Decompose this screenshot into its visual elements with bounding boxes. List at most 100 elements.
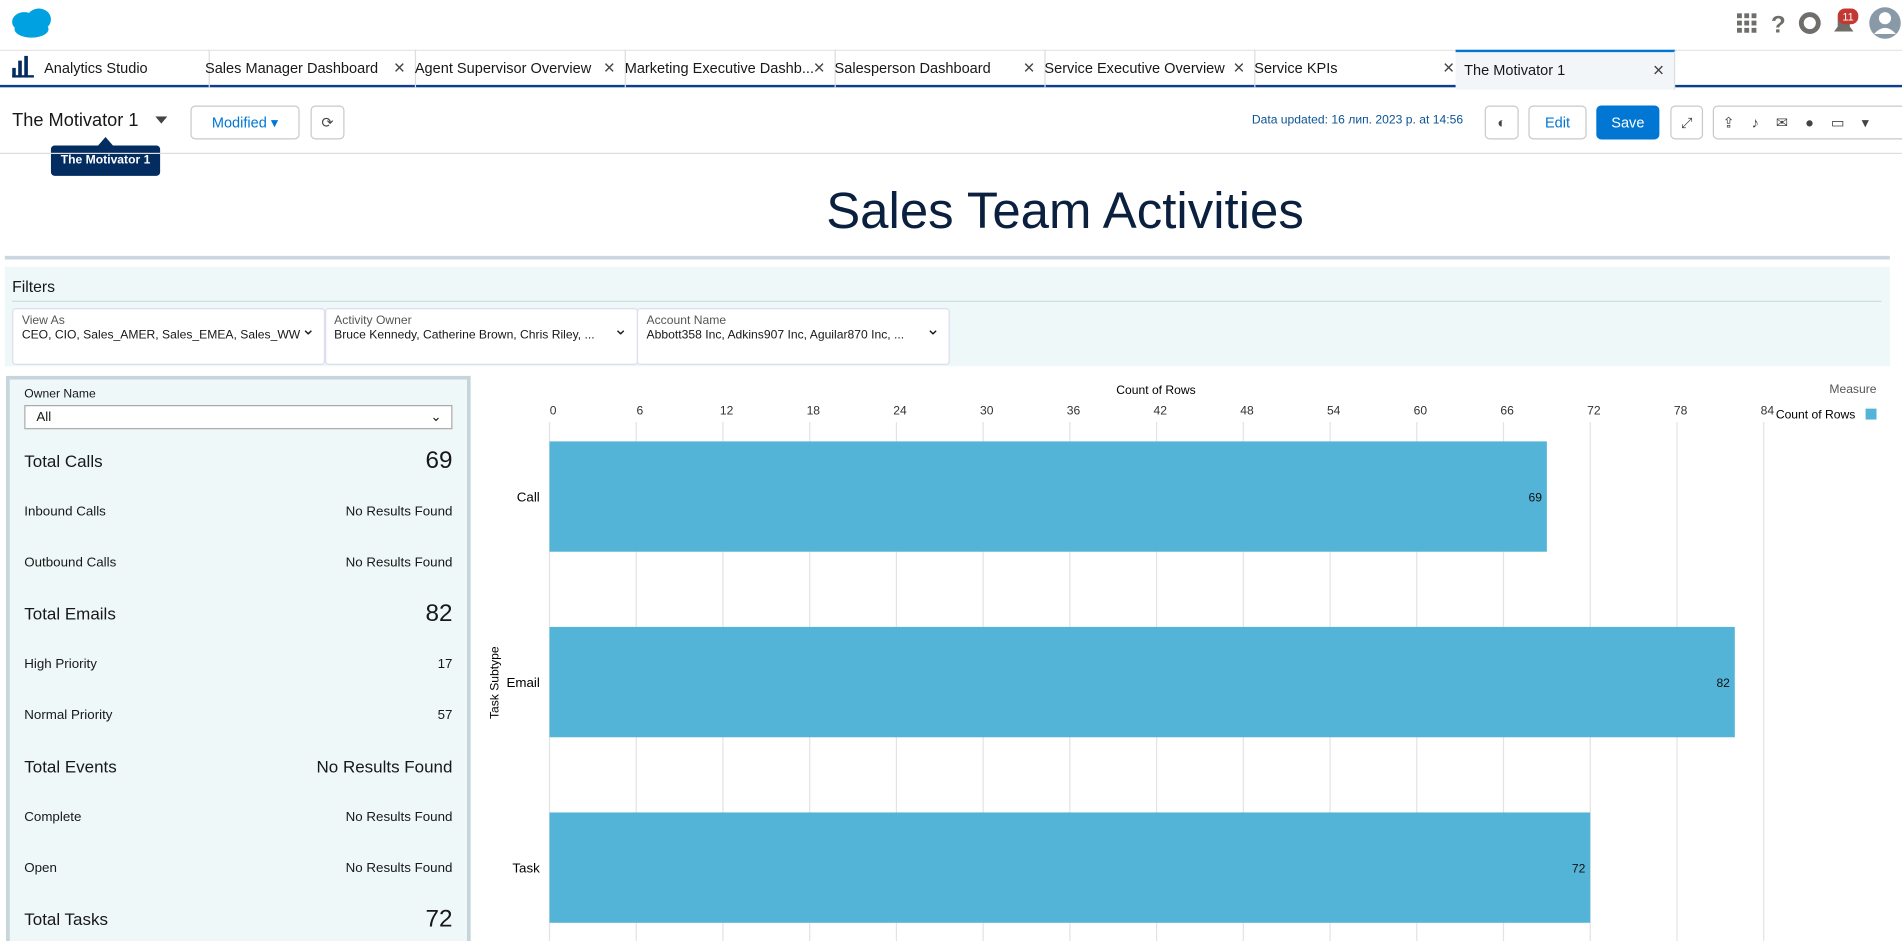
tab-label: Service Executive Overview [1044, 59, 1225, 77]
edit-text: Edit [1544, 113, 1571, 131]
close-tab[interactable]: × [393, 58, 406, 79]
x-tick-label: 6 [636, 404, 643, 418]
tab[interactable]: Marketing Executive Dashb... × [616, 49, 836, 88]
status-menu[interactable]: Modified ▾ [190, 105, 300, 140]
app-launcher[interactable] [1737, 13, 1757, 33]
tab-label: Agent Supervisor Overview [414, 59, 592, 77]
x-tick-label: 24 [893, 404, 907, 418]
tooltip: The Motivator 1 [50, 145, 161, 176]
tab-label: Sales Manager Dashboard [204, 59, 379, 77]
metric-row: Total Events No Results Found [24, 741, 452, 792]
fullscreen-button[interactable]: ⤢ [1670, 105, 1704, 140]
metric-row: Total Tasks 72 [24, 894, 452, 941]
filter-value: Abbott358 Inc, Adkins907 Inc, Aguilar870… [646, 328, 905, 342]
title-rule [4, 255, 1890, 260]
close-tab[interactable]: × [813, 58, 825, 79]
data-label: 69 [1529, 490, 1543, 504]
metric-row: Total Calls 69 [24, 435, 452, 486]
y-tick-label: Email [506, 675, 539, 690]
x-axis-title: Count of Rows [1116, 383, 1195, 397]
owner-select[interactable]: All ⌄ [24, 405, 453, 430]
x-tick-label: 48 [1240, 404, 1254, 418]
tab[interactable]: Agent Supervisor Overview × [406, 49, 626, 88]
metric-label: Complete [24, 810, 82, 825]
settings-icon[interactable] [1798, 12, 1821, 34]
metric-row: Normal Priority 57 [24, 690, 452, 741]
close-tab[interactable]: × [1233, 58, 1245, 79]
metric-label: Total Tasks [24, 909, 108, 929]
dropdown-icon[interactable] [155, 116, 168, 124]
filter[interactable]: Account Name Abbott358 Inc, Adkins907 Inc… [636, 308, 950, 365]
metric-label: Outbound Calls [24, 555, 117, 570]
metric-label: Open [24, 860, 57, 876]
metric-label: Normal Priority [24, 708, 113, 723]
metric-label: High Priority [24, 657, 97, 672]
close-tab[interactable]: × [1023, 58, 1035, 79]
bar [549, 812, 1591, 923]
tab-label: Service KPIs [1254, 59, 1338, 77]
metric-value: 57 [437, 708, 453, 723]
save-button[interactable]: Save [1596, 105, 1660, 140]
tab[interactable]: Salesperson Dashboard × [826, 49, 1046, 88]
x-tick-label: 0 [550, 404, 557, 418]
metric-label: Total Events [24, 756, 117, 777]
tab-bar [0, 49, 1902, 88]
filters-title: Filters [12, 277, 56, 296]
chevron: ⌄ [925, 318, 941, 339]
metric-value: 82 [425, 600, 453, 627]
legend-title: Measure [1829, 382, 1876, 396]
action-buttons[interactable]: ⇪♪✉●▭▾ [1712, 105, 1902, 140]
tab[interactable]: The Motivator 1 × [1455, 49, 1676, 90]
metric-value: No Results Found [345, 810, 453, 825]
logo[interactable] [12, 8, 51, 38]
legend-label: Count of Rows [1776, 407, 1855, 421]
y-tick-label: Call [517, 489, 540, 504]
app-name[interactable]: Analytics Studio [0, 49, 210, 88]
data-label: 82 [1716, 676, 1730, 690]
dashboard-name: The Motivator 1 [12, 110, 139, 131]
metric-value: 69 [425, 447, 453, 475]
edit-button[interactable]: Edit [1528, 105, 1587, 140]
metric-value: No Results Found [345, 860, 453, 876]
filter-label: Activity Owner [334, 314, 412, 328]
metric-row: Inbound Calls No Results Found [24, 486, 452, 537]
close-tab[interactable]: × [1443, 58, 1455, 79]
avatar-body [1874, 27, 1896, 34]
metric-label: Inbound Calls [24, 504, 106, 519]
y-axis-title: Task Subtype [488, 646, 502, 719]
metric-row: Outbound Calls No Results Found [24, 537, 452, 588]
x-tick-label: 60 [1414, 404, 1428, 418]
filter[interactable]: View As CEO, CIO, Sales_AMER, Sales_EMEA,… [12, 308, 326, 365]
tab[interactable]: Service KPIs × [1246, 49, 1466, 88]
metric-row: Open No Results Found [24, 843, 452, 894]
y-tick-label: Task [512, 860, 540, 875]
metric-value: 17 [437, 657, 453, 672]
filter[interactable]: Activity Owner Bruce Kennedy, Catherine B… [324, 308, 638, 365]
help-icon[interactable]: ? [1771, 12, 1786, 39]
refresh-button[interactable]: ⟳ [310, 105, 345, 140]
tab[interactable]: Sales Manager Dashboard × [197, 49, 417, 88]
owner-label: Owner Name [24, 388, 96, 402]
x-tick-label: 30 [980, 404, 994, 418]
metrics-panel [6, 375, 471, 941]
tooltip-text: The Motivator 1 [60, 154, 151, 168]
x-tick-label: 42 [1153, 404, 1167, 418]
x-tick-label: 66 [1500, 404, 1514, 418]
metric-label: Total Calls [24, 451, 103, 471]
theme-button[interactable]: ◐ [1484, 105, 1519, 140]
close-tab[interactable]: × [1652, 60, 1665, 82]
metric-value: No Results Found [345, 555, 453, 570]
filter-label: Account Name [646, 314, 727, 328]
x-tick-label: 36 [1067, 404, 1081, 418]
tab[interactable]: Service Executive Overview × [1036, 49, 1256, 88]
dashboard-title: Sales Team Activities [826, 181, 1304, 239]
metric-value: No Results Found [316, 756, 453, 777]
avatar-head [1878, 12, 1892, 25]
close-tab[interactable]: × [603, 58, 615, 79]
data-label: 72 [1572, 861, 1586, 875]
bar [549, 626, 1735, 738]
metric-row: High Priority 17 [24, 639, 452, 690]
filters-rule [12, 300, 1882, 302]
